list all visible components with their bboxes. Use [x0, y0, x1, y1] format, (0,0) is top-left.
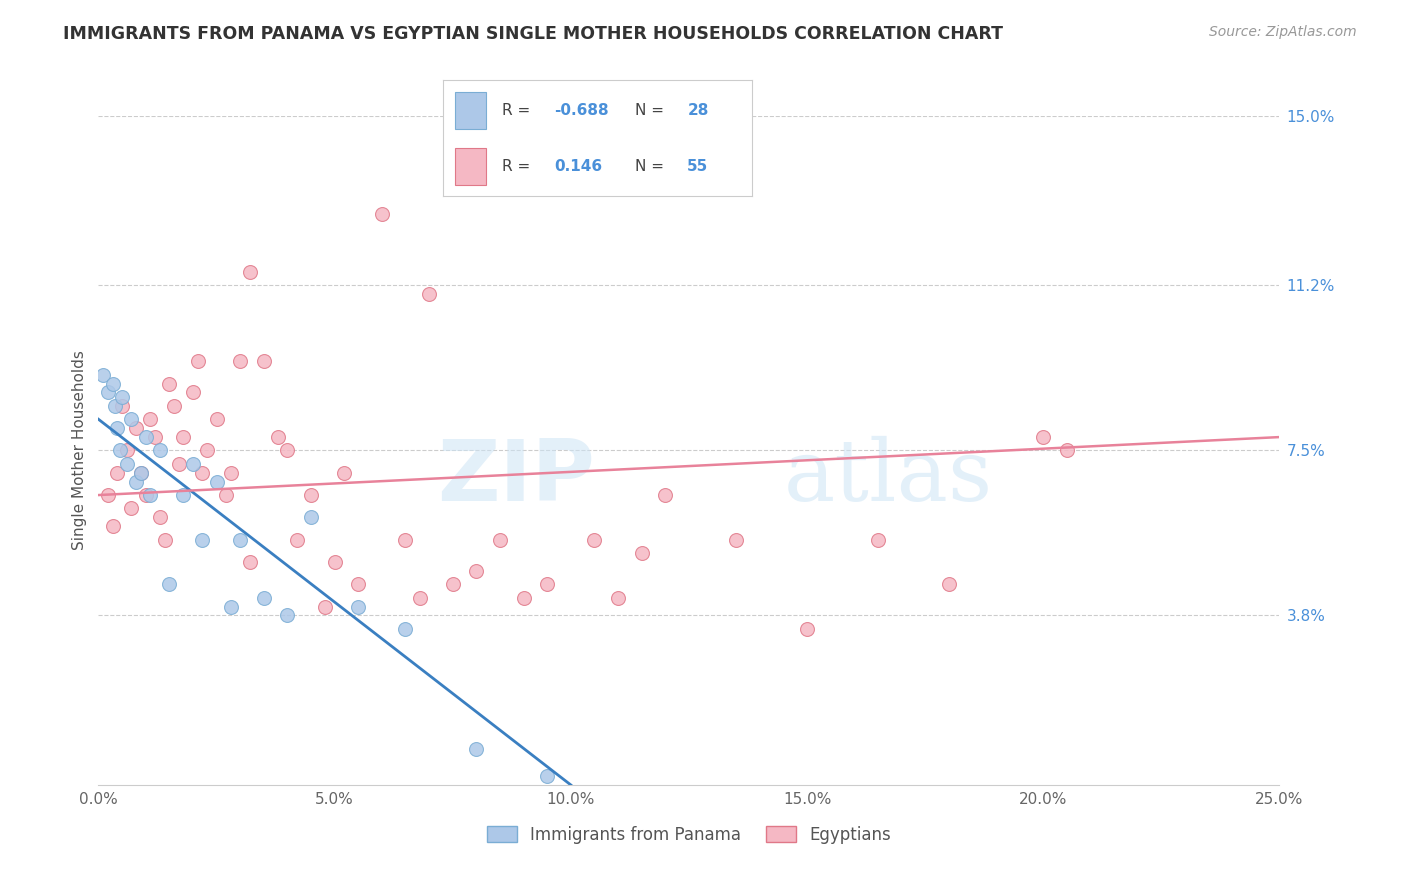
Text: 28: 28: [688, 103, 709, 118]
Point: [172, 488, 194, 502]
Point: [418, 287, 440, 301]
Point: [105, 421, 128, 435]
Point: [91, 368, 114, 382]
Point: [239, 555, 262, 569]
Point: [371, 207, 394, 221]
Text: -0.688: -0.688: [554, 103, 609, 118]
Point: [394, 533, 416, 547]
Point: [1032, 430, 1054, 444]
Point: [654, 488, 676, 502]
Point: [512, 591, 534, 605]
Text: 0.146: 0.146: [554, 159, 602, 174]
Point: [108, 443, 131, 458]
Point: [276, 443, 298, 458]
FancyBboxPatch shape: [456, 92, 486, 129]
Point: [314, 599, 336, 614]
Point: [253, 591, 276, 605]
Point: [408, 591, 430, 605]
Text: 55: 55: [688, 159, 709, 174]
Point: [267, 430, 290, 444]
Point: [135, 430, 157, 444]
Point: [143, 430, 166, 444]
Text: R =: R =: [502, 159, 530, 174]
Point: [607, 591, 630, 605]
Point: [219, 599, 242, 614]
Text: ZIP: ZIP: [437, 435, 595, 519]
Point: [205, 412, 228, 426]
Text: Source: ZipAtlas.com: Source: ZipAtlas.com: [1209, 25, 1357, 39]
Point: [129, 466, 152, 480]
Legend: Immigrants from Panama, Egyptians: Immigrants from Panama, Egyptians: [479, 819, 898, 850]
Point: [157, 577, 180, 591]
Point: [285, 533, 308, 547]
Point: [101, 519, 124, 533]
Point: [796, 622, 818, 636]
Text: N =: N =: [634, 159, 664, 174]
Point: [105, 466, 128, 480]
Point: [191, 466, 214, 480]
Point: [121, 501, 143, 516]
Text: R =: R =: [502, 103, 530, 118]
FancyBboxPatch shape: [456, 147, 486, 185]
Point: [121, 412, 143, 426]
Point: [219, 466, 242, 480]
Point: [299, 488, 322, 502]
Point: [191, 533, 214, 547]
Point: [333, 466, 356, 480]
Point: [253, 354, 276, 368]
Point: [347, 599, 370, 614]
Point: [347, 577, 370, 591]
Point: [866, 533, 889, 547]
Point: [276, 608, 298, 623]
Point: [205, 475, 228, 489]
Point: [139, 412, 162, 426]
Point: [157, 376, 180, 391]
Y-axis label: Single Mother Households: Single Mother Households: [72, 351, 87, 550]
Point: [938, 577, 960, 591]
Point: [465, 564, 488, 578]
Point: [441, 577, 464, 591]
Point: [1056, 443, 1078, 458]
Point: [153, 533, 176, 547]
Point: [187, 354, 209, 368]
Point: [195, 443, 218, 458]
Point: [129, 466, 152, 480]
Point: [97, 488, 120, 502]
Point: [239, 265, 262, 279]
Point: [536, 577, 558, 591]
Point: [215, 488, 238, 502]
Point: [725, 533, 748, 547]
Point: [489, 533, 512, 547]
Point: [630, 546, 652, 560]
Point: [181, 457, 204, 471]
Point: [163, 399, 186, 413]
Point: [97, 385, 120, 400]
Point: [139, 488, 162, 502]
Point: [229, 533, 252, 547]
Point: [111, 390, 134, 404]
Point: [167, 457, 190, 471]
Point: [111, 399, 134, 413]
Point: [149, 443, 172, 458]
Point: [104, 399, 127, 413]
Text: atlas: atlas: [783, 435, 993, 519]
Point: [115, 443, 138, 458]
Point: [115, 457, 138, 471]
Point: [299, 510, 322, 524]
Point: [125, 475, 148, 489]
Point: [172, 430, 194, 444]
Point: [101, 376, 124, 391]
Text: N =: N =: [634, 103, 664, 118]
Point: [181, 385, 204, 400]
Point: [323, 555, 346, 569]
Point: [536, 769, 558, 783]
Point: [465, 742, 488, 756]
Point: [394, 622, 416, 636]
Point: [125, 421, 148, 435]
Point: [135, 488, 157, 502]
Point: [229, 354, 252, 368]
Text: IMMIGRANTS FROM PANAMA VS EGYPTIAN SINGLE MOTHER HOUSEHOLDS CORRELATION CHART: IMMIGRANTS FROM PANAMA VS EGYPTIAN SINGL…: [63, 25, 1004, 43]
Point: [583, 533, 606, 547]
Point: [149, 510, 172, 524]
